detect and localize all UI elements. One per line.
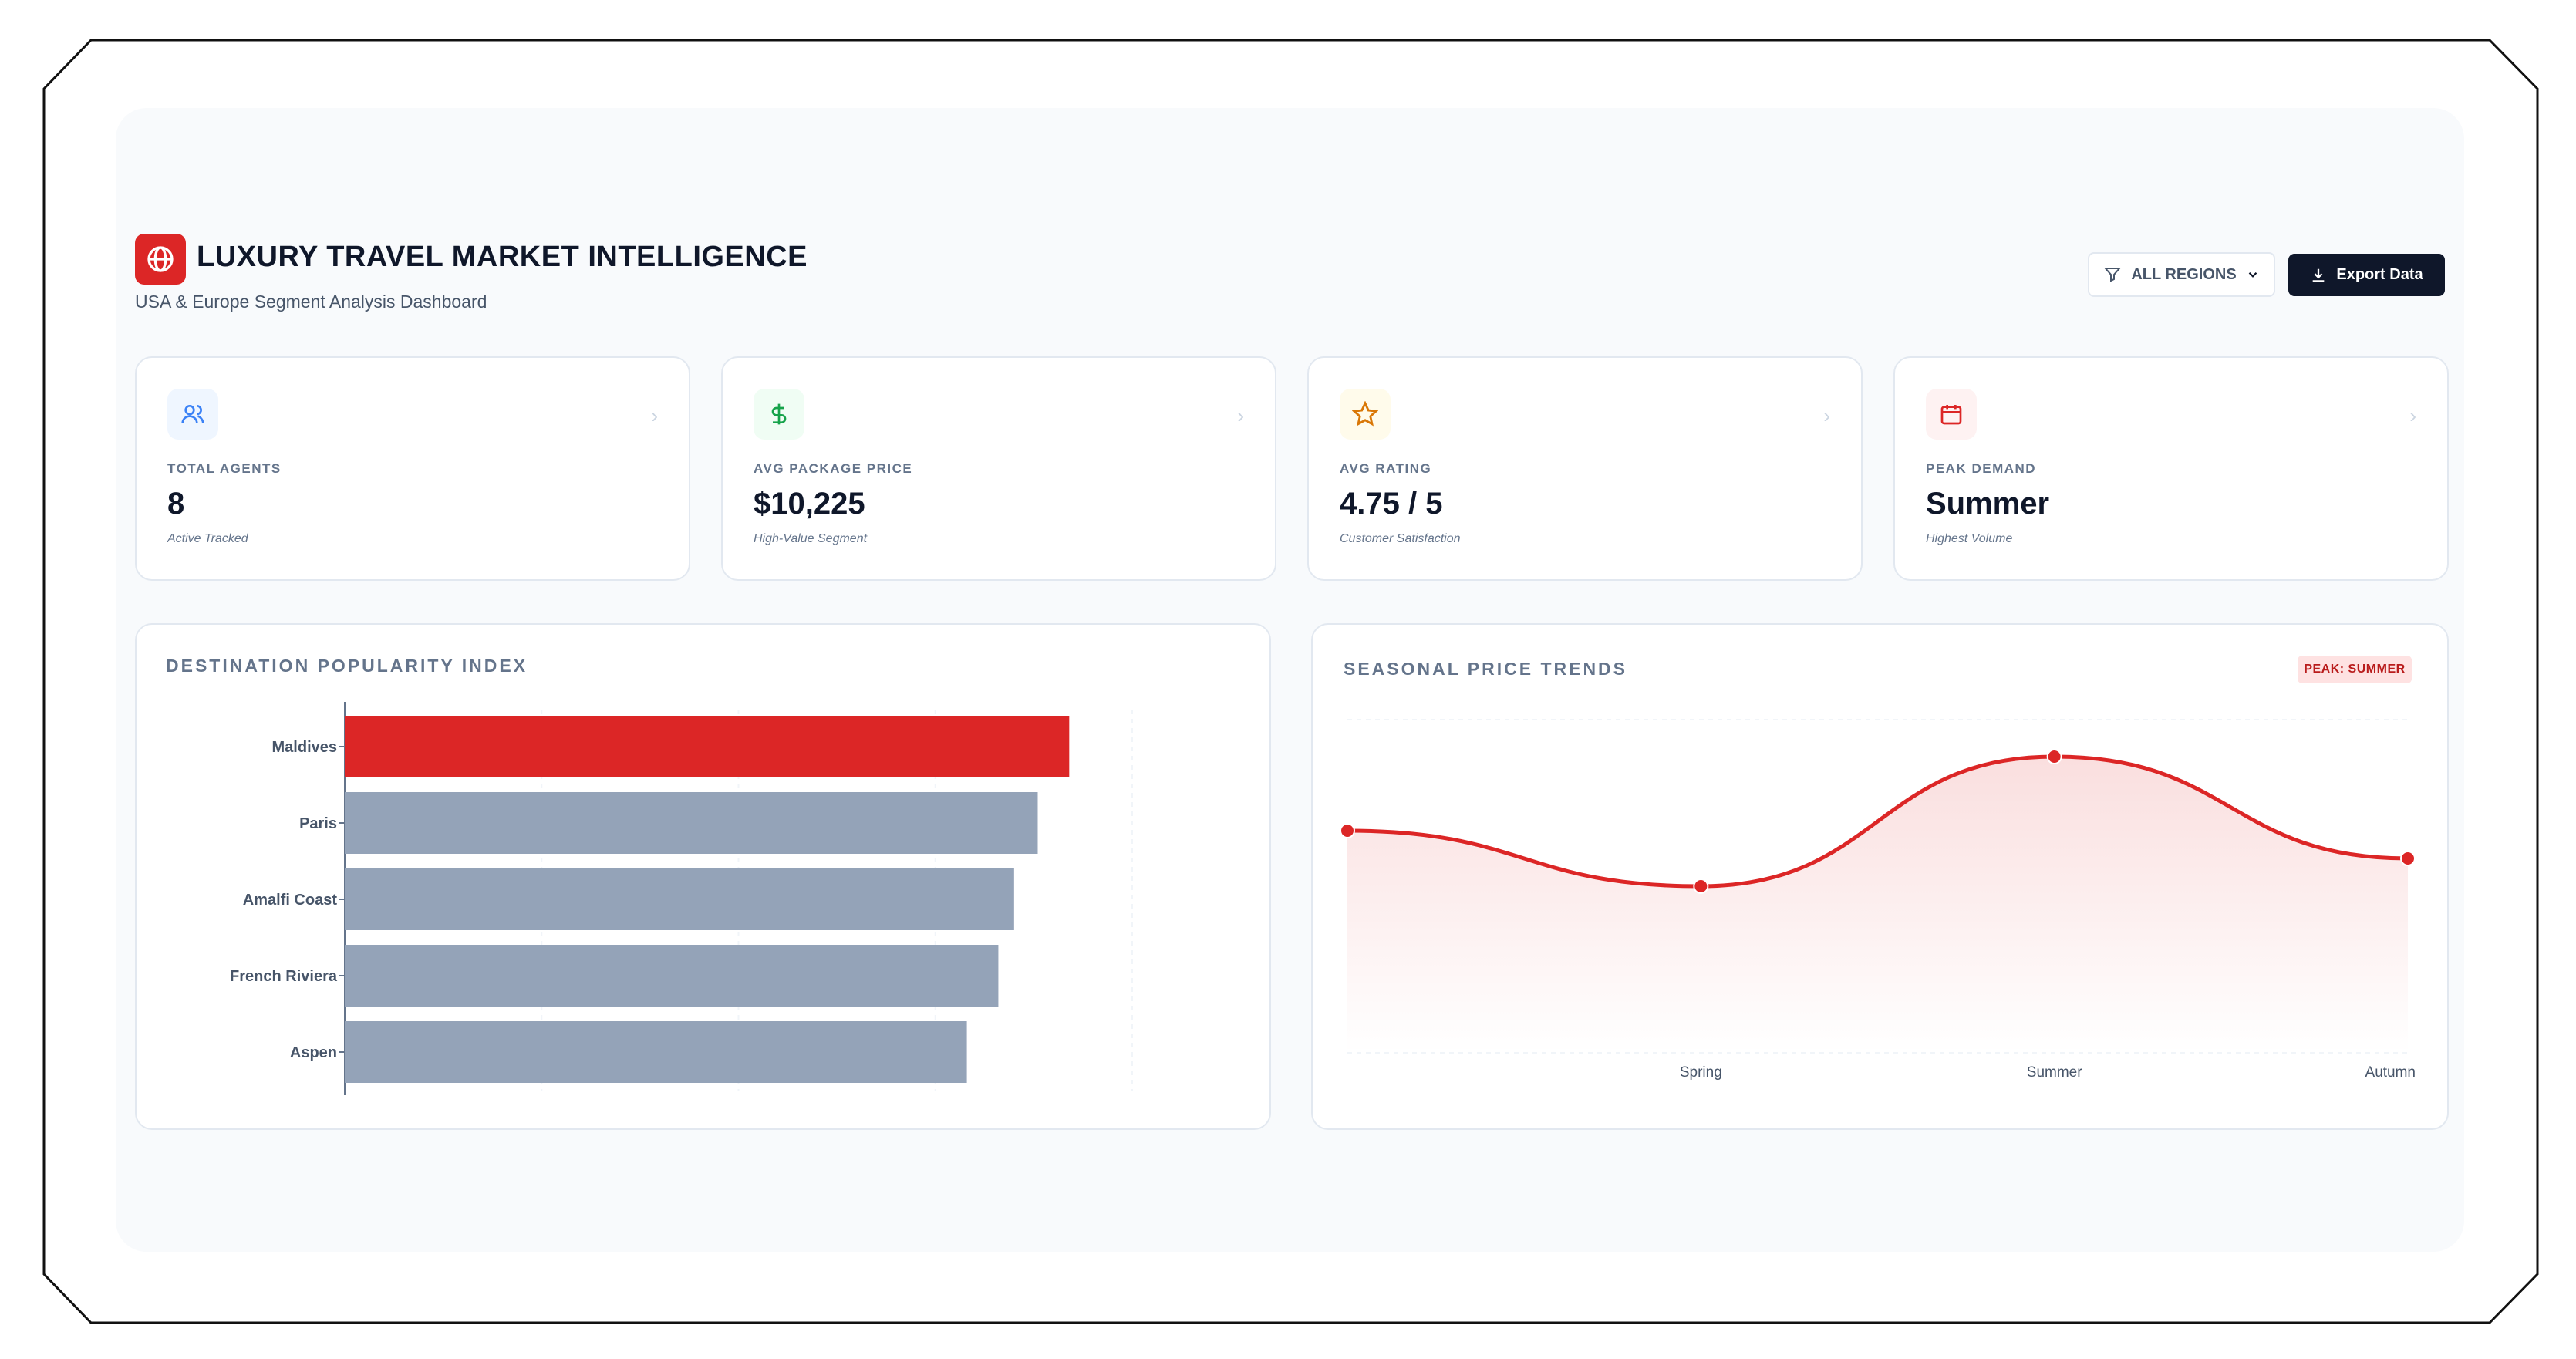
stat-label: PEAK DEMAND xyxy=(1926,461,2037,476)
page-title: LUXURY TRAVEL MARKET INTELLIGENCE xyxy=(197,241,808,273)
bar-amalfi-coast xyxy=(345,868,1014,930)
stat-value: 8 xyxy=(167,487,185,521)
data-point xyxy=(2400,851,2416,866)
area-fill xyxy=(1347,757,2408,1053)
stat-subtext: High-Value Segment xyxy=(754,532,868,545)
bar-french-riviera xyxy=(345,945,999,1007)
x-tick-label: Autumn xyxy=(2365,1064,2416,1081)
filter-icon xyxy=(2104,268,2122,282)
users-icon xyxy=(167,389,218,440)
stat-label: AVG PACKAGE PRICE xyxy=(754,461,913,476)
y-tick-label: Maldives xyxy=(272,739,337,756)
y-tick-label: Aspen xyxy=(290,1044,337,1061)
seasonal-area-chart: Spring Summer Autumn xyxy=(1340,719,2416,1081)
peak-badge: PEAK: SUMMER xyxy=(2298,656,2412,683)
y-tick-label: Amalfi Coast xyxy=(243,892,338,909)
stat-subtext: Highest Volume xyxy=(1926,532,2013,545)
data-point xyxy=(1693,878,1709,894)
download-icon xyxy=(2313,268,2325,282)
stat-card-peak-demand[interactable]: › PEAK DEMAND Summer Highest Volume xyxy=(1893,356,2449,581)
data-point xyxy=(2046,749,2062,764)
star-icon xyxy=(1340,389,1391,440)
stat-subtext: Active Tracked xyxy=(167,532,248,545)
stat-card-total-agents[interactable]: › TOTAL AGENTS 8 Active Tracked xyxy=(135,356,690,581)
stat-card-avg-rating[interactable]: › AVG RATING 4.75 / 5 Customer Satisfact… xyxy=(1307,356,1863,581)
chevron-right-icon: › xyxy=(1237,404,1244,427)
stat-card-avg-package-price[interactable]: › AVG PACKAGE PRICE $10,225 High-Value S… xyxy=(721,356,1276,581)
chevron-right-icon: › xyxy=(651,404,658,427)
page-subtitle: USA & Europe Segment Analysis Dashboard xyxy=(135,292,487,312)
x-tick-label: Spring xyxy=(1680,1064,1722,1081)
y-tick-label: French Riviera xyxy=(230,968,338,985)
stat-value: Summer xyxy=(1926,487,2050,521)
stat-label: TOTAL AGENTS xyxy=(167,461,282,476)
bar-maldives xyxy=(345,716,1070,777)
popularity-bar-chart: Maldives Paris Amalfi Coast French Riviera A… xyxy=(230,702,1133,1095)
stat-label: AVG RATING xyxy=(1340,461,1432,476)
dollar-icon xyxy=(754,389,804,440)
chevron-down-icon xyxy=(2248,271,2257,278)
bar-aspen xyxy=(345,1021,967,1083)
data-point xyxy=(1340,823,1355,838)
x-tick-label: Summer xyxy=(2027,1064,2082,1081)
export-data-label: Export Data xyxy=(2336,266,2423,283)
export-data-button[interactable]: Export Data xyxy=(2288,254,2445,296)
globe-logo-icon xyxy=(135,234,186,285)
y-tick-label: Paris xyxy=(299,815,337,832)
region-filter-dropdown[interactable]: ALL REGIONS xyxy=(2088,252,2275,297)
stat-value: $10,225 xyxy=(754,487,865,521)
chevron-right-icon: › xyxy=(2409,404,2416,427)
calendar-icon xyxy=(1926,389,1977,440)
popularity-chart-title: DESTINATION POPULARITY INDEX xyxy=(166,656,528,676)
chevron-right-icon: › xyxy=(1823,404,1830,427)
seasonal-chart-title: SEASONAL PRICE TRENDS xyxy=(1344,659,1628,679)
stat-subtext: Customer Satisfaction xyxy=(1340,532,1461,545)
series-line xyxy=(1347,754,2409,889)
bar-paris xyxy=(345,792,1038,854)
region-filter-label: ALL REGIONS xyxy=(2131,265,2237,283)
stat-value: 4.75 / 5 xyxy=(1340,487,1443,521)
